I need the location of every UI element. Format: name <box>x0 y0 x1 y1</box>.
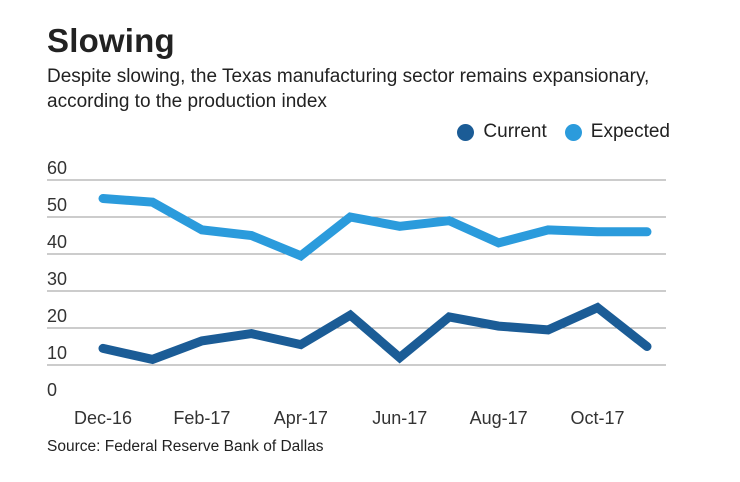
legend-label-current: Current <box>483 121 547 142</box>
y-tick-label-50: 50 <box>47 195 67 215</box>
y-tick-label-40: 40 <box>47 232 67 252</box>
data-point-current-Oct-17 <box>597 307 599 309</box>
data-point-expected-Aug-17 <box>498 242 500 244</box>
data-point-current-Apr-17 <box>300 344 302 346</box>
source-note: Source: Federal Reserve Bank of Dallas <box>47 438 324 455</box>
legend-swatch-expected <box>564 123 582 141</box>
legend-item-current: Current <box>457 121 547 143</box>
x-tick-label-Aug-17: Aug-17 <box>470 408 528 428</box>
series-line-current <box>98 302 652 365</box>
data-point-expected-Apr-17 <box>300 255 302 257</box>
data-point-expected-Nov-17 <box>646 231 648 233</box>
data-point-current-Aug-17 <box>498 325 500 327</box>
data-point-expected-Mar-17 <box>250 235 252 236</box>
x-tick-label-Feb-17: Feb-17 <box>173 408 230 428</box>
data-point-expected-Dec-16 <box>102 198 104 199</box>
data-point-current-Mar-17 <box>250 333 252 335</box>
x-tick-label-Oct-17: Oct-17 <box>571 408 625 428</box>
data-point-expected-Sep-17 <box>547 229 549 231</box>
y-tick-label-20: 20 <box>47 306 67 326</box>
data-point-current-Feb-17 <box>201 340 203 342</box>
data-point-current-Jan-17 <box>151 358 153 360</box>
data-point-expected-Jan-17 <box>151 201 153 203</box>
x-tick-label-Apr-17: Apr-17 <box>274 408 328 428</box>
data-point-expected-Jun-17 <box>399 225 401 227</box>
data-point-current-Nov-17 <box>646 346 648 347</box>
chart-title: Slowing <box>47 22 175 59</box>
data-point-expected-Oct-17 <box>597 231 599 233</box>
data-point-current-Jul-17 <box>448 316 450 318</box>
data-point-current-Sep-17 <box>547 329 549 331</box>
data-point-current-Jun-17 <box>399 357 401 359</box>
chart-subtitle: Despite slowing, the Texas manufacturing… <box>47 66 650 112</box>
data-point-current-May-17 <box>349 314 351 316</box>
legend-item-expected: Expected <box>564 121 670 143</box>
legend: Current Expected <box>457 121 670 143</box>
y-tick-label-0: 0 <box>47 380 57 400</box>
x-tick-label-Jun-17: Jun-17 <box>372 408 427 428</box>
y-tick-label-10: 10 <box>47 343 67 363</box>
legend-label-expected: Expected <box>590 121 670 142</box>
series-line-expected <box>98 194 652 261</box>
data-point-expected-Jul-17 <box>448 220 450 222</box>
data-point-expected-May-17 <box>349 216 351 218</box>
data-point-current-Dec-16 <box>102 347 104 349</box>
legend-swatch-current <box>457 123 475 141</box>
x-tick-label-Dec-16: Dec-16 <box>74 408 132 428</box>
y-tick-label-30: 30 <box>47 269 67 289</box>
data-point-expected-Feb-17 <box>201 229 203 231</box>
y-tick-label-60: 60 <box>47 158 67 178</box>
